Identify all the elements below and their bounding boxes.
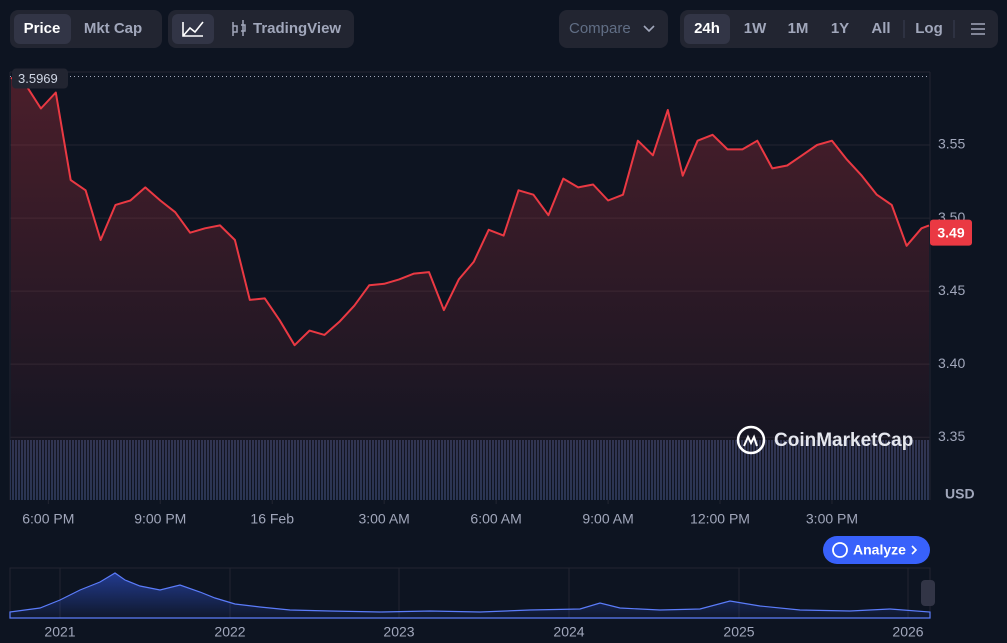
y-unit: USD <box>945 486 975 502</box>
y-tick-label: 3.45 <box>938 282 965 298</box>
line-button[interactable] <box>172 14 214 44</box>
x-tick-label: 6:00 PM <box>22 511 74 527</box>
analyze-label: Analyze <box>853 542 906 558</box>
x-tick-label: 3:00 AM <box>358 511 409 527</box>
range-group <box>680 10 998 48</box>
high-badge <box>12 68 68 89</box>
chevron <box>911 545 918 555</box>
range[interactable]: 1W <box>744 20 767 37</box>
y-tick-label: 3.40 <box>938 355 965 371</box>
x-tick-label: 9:00 AM <box>582 511 633 527</box>
y-tick-label: 3.55 <box>938 136 965 152</box>
navigator-year: 2022 <box>214 624 245 640</box>
logo <box>736 425 766 455</box>
range[interactable]: 24h <box>694 20 720 37</box>
navigator-year: 2021 <box>44 624 75 640</box>
navigator-area <box>9 572 931 619</box>
tool-group <box>168 10 354 48</box>
tab[interactable]: Price <box>24 20 61 37</box>
tradingview-button[interactable]: TradingView <box>253 20 341 37</box>
chevron <box>643 25 655 33</box>
high-label: 3.5969 <box>18 71 58 86</box>
analyze-icon <box>832 542 848 558</box>
range-active[interactable] <box>684 14 730 44</box>
analyze-button[interactable] <box>823 536 930 564</box>
x-tick-label: 9:00 PM <box>134 511 186 527</box>
x-tick-label: 16 Feb <box>250 511 294 527</box>
last-label: 3.49 <box>937 224 964 240</box>
navigator-year: 2025 <box>723 624 754 640</box>
range[interactable]: 1M <box>788 20 809 37</box>
navigator-year: 2024 <box>553 624 584 640</box>
price-area <box>11 77 929 501</box>
tab[interactable]: Mkt Cap <box>84 20 142 37</box>
x-tick-label: 12:00 PM <box>690 511 750 527</box>
navigator-year: 2023 <box>383 624 414 640</box>
logo-mark <box>743 434 758 447</box>
settings-icon[interactable] <box>971 23 985 35</box>
navigator-year: 2026 <box>892 624 923 640</box>
x-tick-label: 6:00 AM <box>470 511 521 527</box>
compare-button[interactable] <box>559 10 668 48</box>
range[interactable]: All <box>871 20 890 37</box>
navigator-handle[interactable] <box>921 580 935 606</box>
log-button[interactable]: Log <box>915 20 943 37</box>
line-icon <box>182 21 204 37</box>
tab-active[interactable] <box>14 14 71 44</box>
last-badge <box>930 219 972 246</box>
candle-icon <box>232 20 246 36</box>
price-line <box>10 76 930 347</box>
watermark: CoinMarketCap <box>774 430 913 451</box>
compare-label: Compare <box>569 20 631 37</box>
range[interactable]: 1Y <box>831 20 849 37</box>
x-tick-label: 3:00 PM <box>806 511 858 527</box>
y-tick-label: 3.35 <box>938 428 965 444</box>
